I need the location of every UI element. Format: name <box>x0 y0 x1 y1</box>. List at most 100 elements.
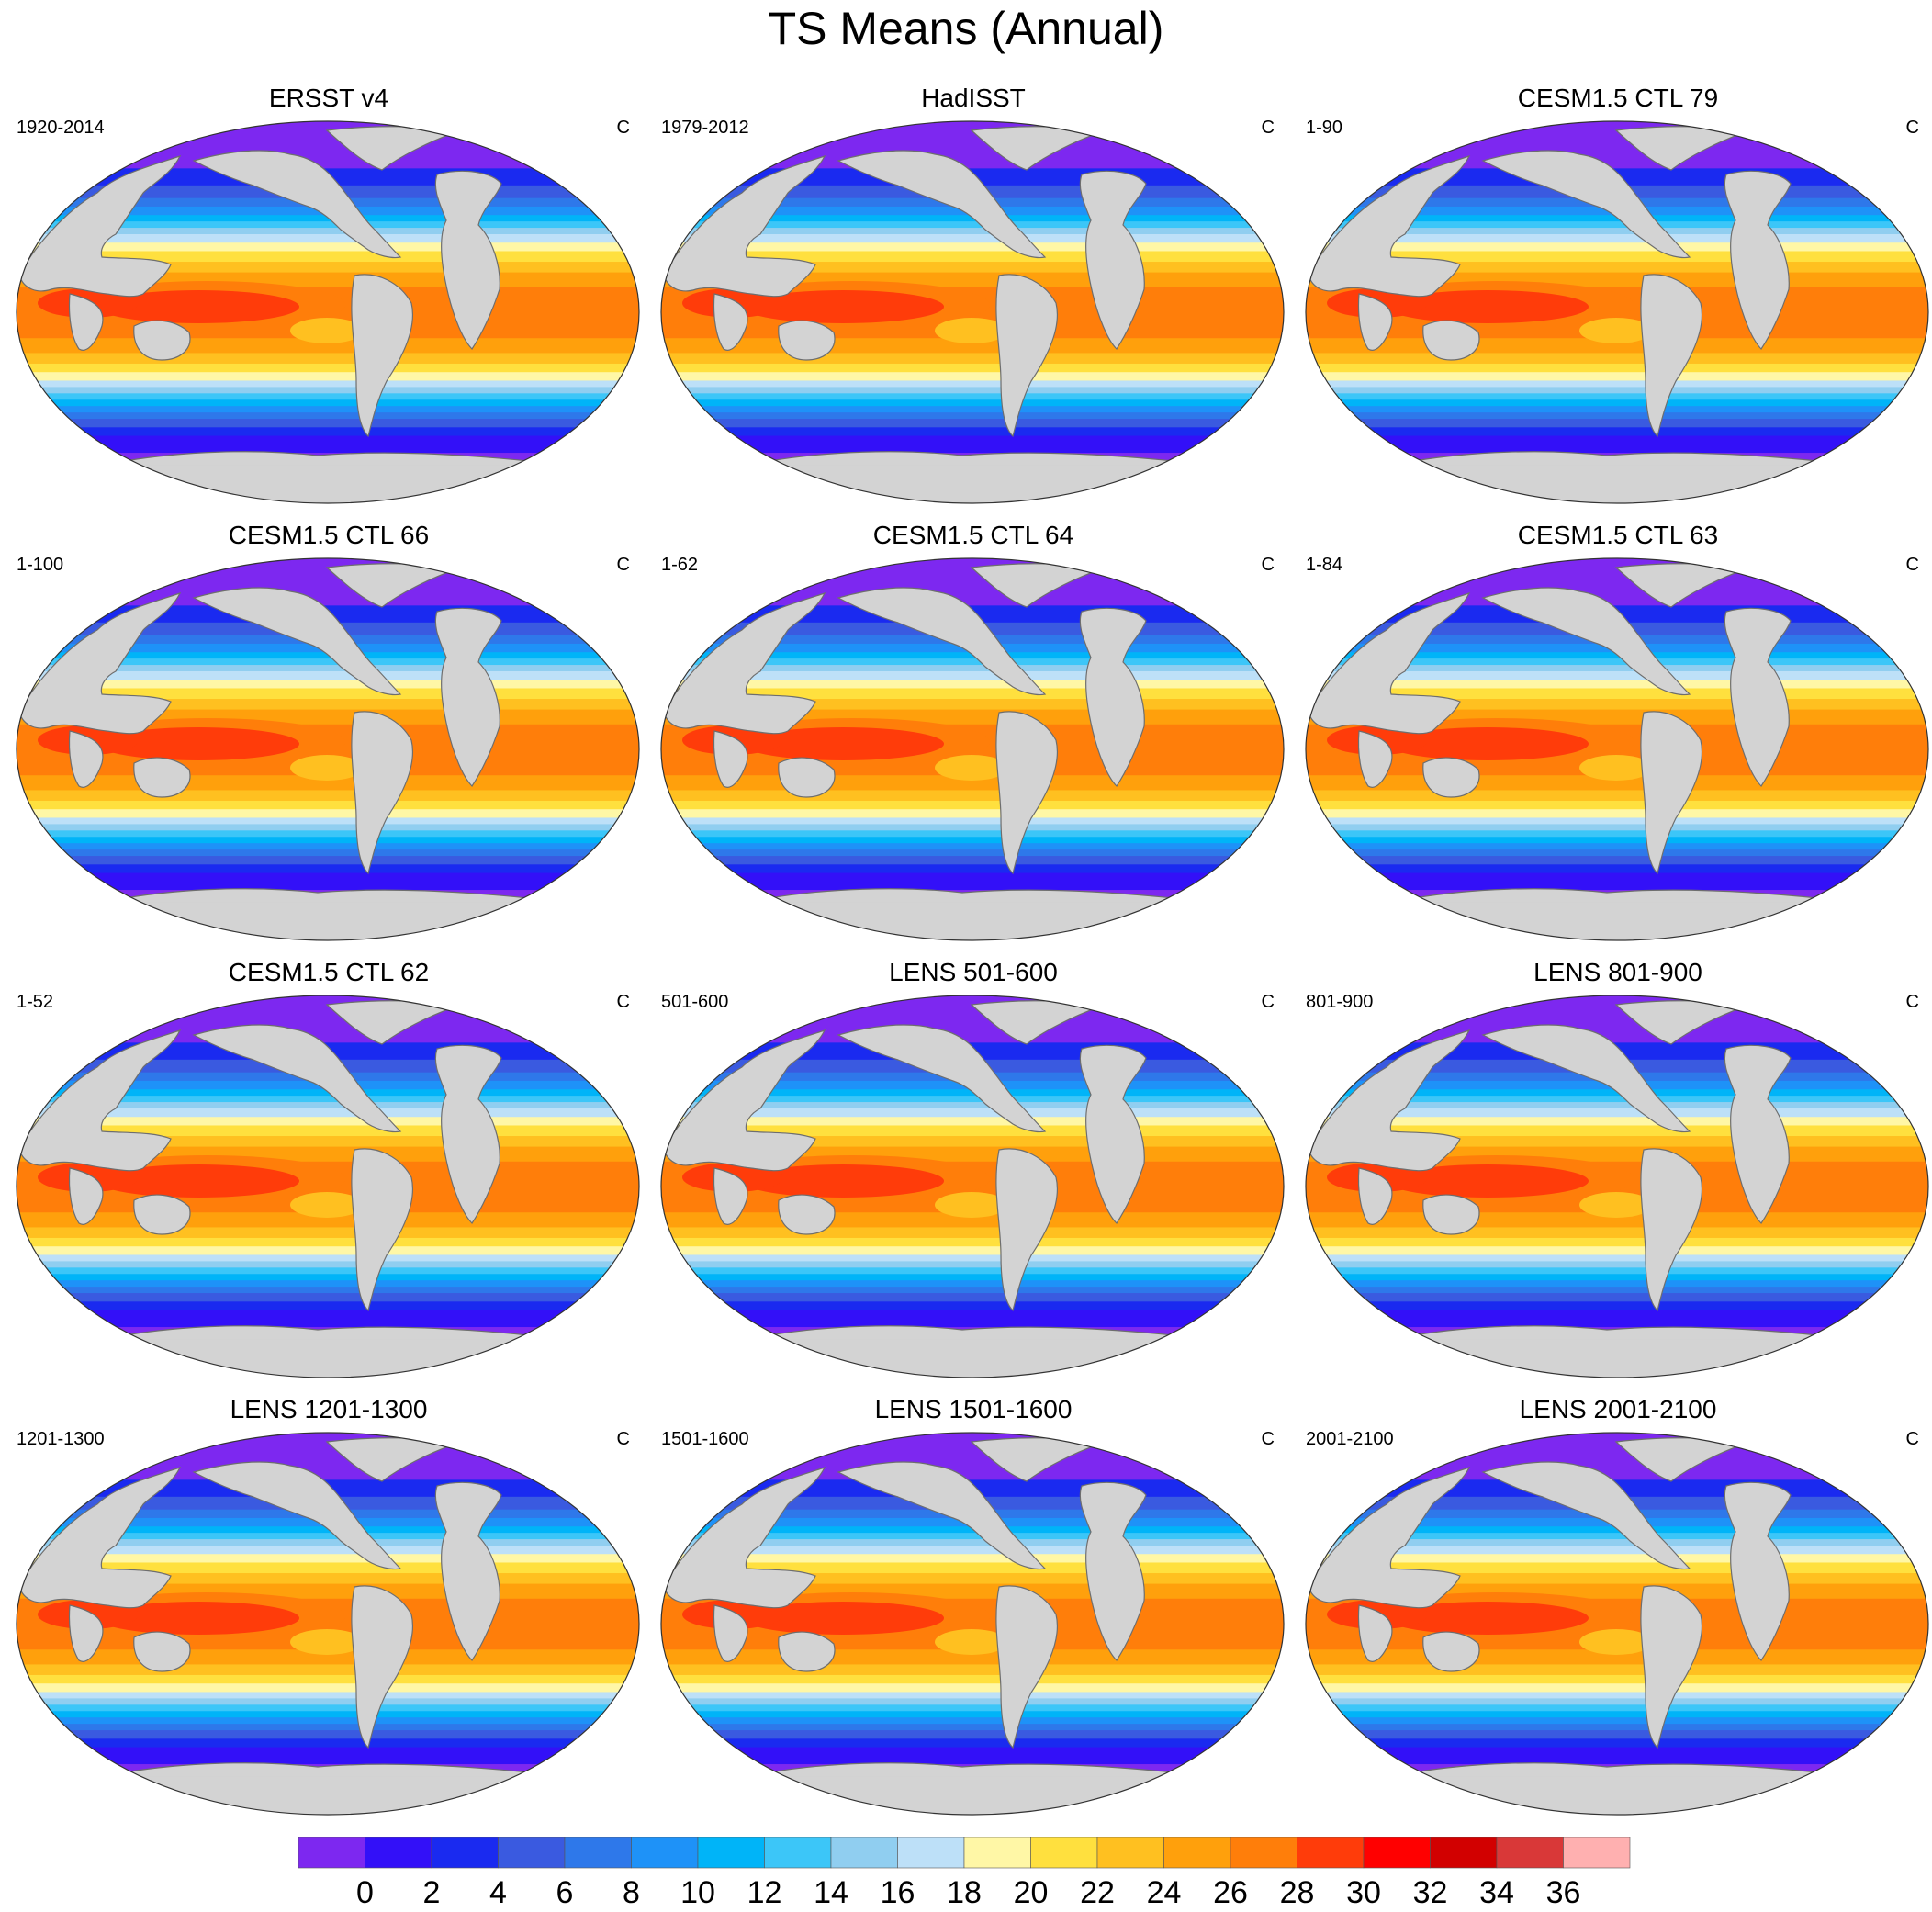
continent <box>1079 607 1147 787</box>
sst-band <box>17 418 639 428</box>
sst-band <box>17 121 639 169</box>
sst-band <box>1306 1704 1928 1712</box>
continent <box>1079 170 1147 350</box>
map-plot <box>660 120 1285 504</box>
sst-band <box>661 242 1284 252</box>
sst-band <box>1306 435 1928 454</box>
warm-pool-core <box>1387 727 1589 760</box>
sst-band <box>1306 1245 1928 1255</box>
warm-pool-core <box>742 1602 944 1635</box>
map-border <box>1305 557 1929 941</box>
sst-band <box>17 658 639 666</box>
sst-band <box>661 1538 1284 1546</box>
sst-band <box>17 1300 639 1310</box>
sst-band <box>661 1254 1284 1262</box>
cold-tongue <box>935 318 1008 343</box>
antarctica <box>661 1339 1284 1378</box>
warm-pool-core <box>97 1164 299 1198</box>
cold-tongue <box>290 1192 364 1218</box>
map-border <box>1305 1432 1929 1816</box>
sst-band <box>661 405 1284 413</box>
sst-band <box>661 371 1284 381</box>
continent <box>192 150 402 259</box>
continent <box>68 293 104 351</box>
sst-band <box>17 816 639 825</box>
map-panel: CESM1.5 CTL 64 1-62 C <box>652 520 1295 942</box>
sst-band <box>1306 426 1928 436</box>
warm-pool-core <box>97 290 299 323</box>
colorbar-swatch <box>1563 1837 1631 1869</box>
sst-band <box>661 1245 1284 1255</box>
continent <box>663 154 826 298</box>
continent <box>1357 730 1393 788</box>
continent <box>837 1024 1047 1133</box>
panel-units: C <box>1261 118 1275 138</box>
sst-band <box>661 220 1284 229</box>
sst-band <box>661 1116 1284 1126</box>
antarctica <box>661 1776 1284 1815</box>
sst-band <box>661 1691 1284 1699</box>
panel-period: 2001-2100 <box>1306 1429 1394 1449</box>
sst-band <box>17 386 639 394</box>
sst-band <box>1306 418 1928 428</box>
colorbar-swatch <box>963 1837 1031 1869</box>
sst-band <box>661 426 1284 436</box>
sst-band <box>1306 1747 1928 1765</box>
sst-band <box>1306 1108 1928 1118</box>
sst-band <box>661 386 1284 394</box>
continent <box>434 607 502 787</box>
continent <box>713 1167 748 1225</box>
continent <box>133 757 191 798</box>
continent <box>1422 1194 1480 1235</box>
sst-band <box>17 842 639 850</box>
colorbar-swatch <box>1030 1837 1098 1869</box>
sst-band <box>1306 242 1928 252</box>
continent <box>1640 1148 1703 1312</box>
panel-units: C <box>1905 555 1919 575</box>
sst-band <box>1306 1266 1928 1275</box>
sst-band <box>1306 399 1928 407</box>
panel-units: C <box>616 1429 630 1449</box>
continent <box>1614 1437 1747 1482</box>
continent <box>995 1148 1059 1312</box>
sst-band <box>17 405 639 413</box>
warm-pool-core <box>97 1602 299 1635</box>
sst-band <box>17 1545 639 1555</box>
sst-band <box>1306 220 1928 229</box>
sst-band <box>17 1729 639 1739</box>
panel-period: 1-90 <box>1306 118 1343 138</box>
map-border <box>16 1432 640 1816</box>
panel-title: CESM1.5 CTL 79 <box>1517 84 1719 112</box>
map-panel: LENS 801-900 801-900 C <box>1297 957 1932 1379</box>
map-border <box>660 120 1285 504</box>
sst-band <box>17 823 639 831</box>
sst-band <box>17 1553 639 1563</box>
sst-band <box>17 220 639 229</box>
antarctica <box>17 1776 639 1815</box>
panel-period: 1-52 <box>17 992 54 1012</box>
continent <box>995 1585 1059 1749</box>
continent <box>970 563 1103 608</box>
sst-band <box>661 1101 1284 1108</box>
continent <box>1422 1631 1480 1672</box>
continent <box>18 154 182 298</box>
sst-band <box>1306 1545 1928 1555</box>
sst-field <box>17 121 639 503</box>
warm-pool-core <box>97 727 299 760</box>
cold-tongue <box>290 755 364 781</box>
sst-band <box>17 363 639 373</box>
sst-band <box>661 1723 1284 1731</box>
sst-band <box>17 1260 639 1268</box>
panel-units: C <box>1261 1429 1275 1449</box>
sst-band <box>661 1710 1284 1718</box>
panel-period: 1201-1300 <box>17 1429 105 1449</box>
sst-band <box>661 399 1284 407</box>
sst-band <box>661 411 1284 420</box>
continent <box>1422 320 1480 361</box>
sst-band <box>661 1433 1284 1480</box>
sst-band <box>661 842 1284 850</box>
continent <box>18 1029 182 1172</box>
antarctica <box>1306 465 1928 503</box>
continent <box>434 1481 502 1661</box>
sst-band <box>1306 1710 1928 1718</box>
